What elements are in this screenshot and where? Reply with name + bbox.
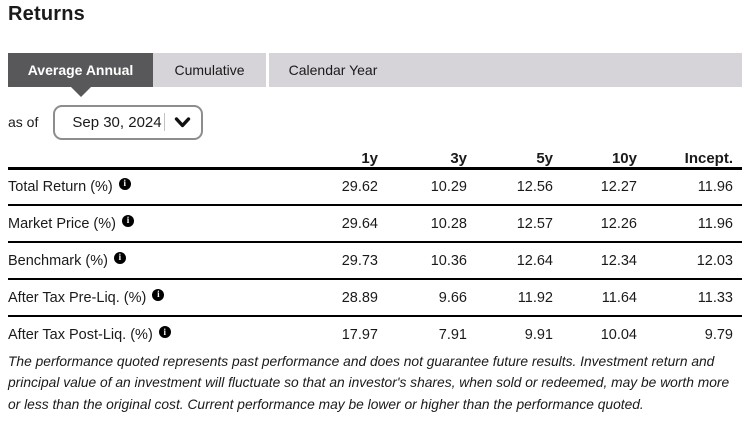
value-cell: 9.91 xyxy=(524,327,553,343)
row-label: Total Return (%) xyxy=(8,178,113,195)
column-header-incept: Incept. xyxy=(684,149,733,167)
table-body: Total Return (%) i 29.62 10.29 12.56 12.27 11.… xyxy=(8,168,742,353)
tab-calendar-year[interactable]: Calendar Year xyxy=(269,53,397,87)
value-cell: 12.03 xyxy=(696,252,733,269)
chevron-down-icon xyxy=(175,117,191,128)
value-cell: 12.57 xyxy=(516,215,553,232)
table-row-benchmark: Benchmark (%) i 29.73 10.36 12.64 12.34 12.03 xyxy=(8,242,742,279)
row-label-cell: After Tax Post-Liq. (%) i xyxy=(8,316,268,353)
table-row-total-return: Total Return (%) i 29.62 10.29 12.56 12.27 11.… xyxy=(8,168,742,205)
tab-label: Calendar Year xyxy=(288,62,378,78)
performance-disclaimer: The performance quoted represents past p… xyxy=(8,354,730,412)
value-cell: 11.92 xyxy=(517,289,553,306)
value-cell: 29.62 xyxy=(341,178,378,195)
info-icon[interactable]: i xyxy=(118,177,131,190)
value-cell: 11.33 xyxy=(697,289,733,306)
row-label: Market Price (%) xyxy=(8,215,116,232)
value-cell: 11.96 xyxy=(697,178,733,195)
date-dropdown-value: Sep 30, 2024 xyxy=(72,113,162,131)
column-header-1y: 1y xyxy=(361,149,378,167)
value-cell: 12.64 xyxy=(516,252,553,269)
active-tab-pointer xyxy=(70,87,91,97)
tab-cumulative[interactable]: Cumulative xyxy=(153,53,269,87)
value-cell: 29.64 xyxy=(341,215,378,232)
info-icon[interactable]: i xyxy=(158,326,171,338)
value-cell: 7.91 xyxy=(438,327,467,343)
value-cell: 12.27 xyxy=(600,178,637,195)
table-header-row: 1y 3y 5y 10y Incept. xyxy=(8,139,742,168)
as-of-row: as of Sep 30, 2024 xyxy=(8,104,204,140)
value-cell: 17.97 xyxy=(341,327,378,343)
as-of-label: as of xyxy=(8,114,39,130)
header-label-spacer xyxy=(8,139,268,168)
column-header-10y: 10y xyxy=(611,149,637,167)
table-row-market-price: Market Price (%) i 29.64 10.28 12.57 12.26 11.… xyxy=(8,205,742,242)
value-cell: 12.56 xyxy=(516,178,553,195)
returns-table: 1y 3y 5y 10y Incept. Total Return (%) i 29.62 1… xyxy=(8,139,742,353)
row-label-cell: Total Return (%) i xyxy=(8,168,268,205)
page-title: Returns xyxy=(8,3,85,25)
row-label-cell: After Tax Pre-Liq. (%) i xyxy=(8,279,268,316)
value-cell: 28.89 xyxy=(341,289,378,306)
info-icon[interactable]: i xyxy=(152,288,165,301)
value-cell: 9.79 xyxy=(704,327,733,343)
value-cell: 29.73 xyxy=(341,252,378,269)
info-icon[interactable]: i xyxy=(121,214,134,227)
info-icon[interactable]: i xyxy=(113,251,126,264)
dropdown-separator xyxy=(164,113,166,131)
value-cell: 11.96 xyxy=(697,215,733,232)
value-cell: 10.28 xyxy=(430,215,467,232)
value-cell: 10.29 xyxy=(430,178,467,195)
tab-bar-filler xyxy=(397,53,742,87)
value-cell: 12.34 xyxy=(600,252,637,269)
value-cell: 11.64 xyxy=(601,289,637,306)
value-cell: 10.04 xyxy=(600,327,637,343)
column-header-5y: 5y xyxy=(536,149,553,167)
tab-label: Average Annual xyxy=(27,62,134,78)
tab-bar: Average Annual Cumulative Calendar Year xyxy=(8,53,742,97)
row-label: After Tax Pre-Liq. (%) xyxy=(8,289,147,306)
value-cell: 12.26 xyxy=(600,215,637,232)
row-label-cell: Benchmark (%) i xyxy=(8,242,268,279)
row-label: Benchmark (%) xyxy=(8,252,108,269)
column-header-3y: 3y xyxy=(450,149,467,167)
row-label-cell: Market Price (%) i xyxy=(8,205,268,242)
tab-average-annual[interactable]: Average Annual xyxy=(8,53,153,97)
row-label: After Tax Post-Liq. (%) xyxy=(8,327,153,343)
table-row-after-tax-pre-liq: After Tax Pre-Liq. (%) i 28.89 9.66 11.92 11.… xyxy=(8,279,742,316)
table-row-after-tax-post-liq: After Tax Post-Liq. (%) i 17.97 7.91 9.91 10.… xyxy=(8,316,742,353)
tab-label: Cumulative xyxy=(174,62,245,78)
value-cell: 9.66 xyxy=(438,289,467,306)
date-dropdown[interactable]: Sep 30, 2024 xyxy=(53,104,204,140)
value-cell: 10.36 xyxy=(430,252,467,269)
